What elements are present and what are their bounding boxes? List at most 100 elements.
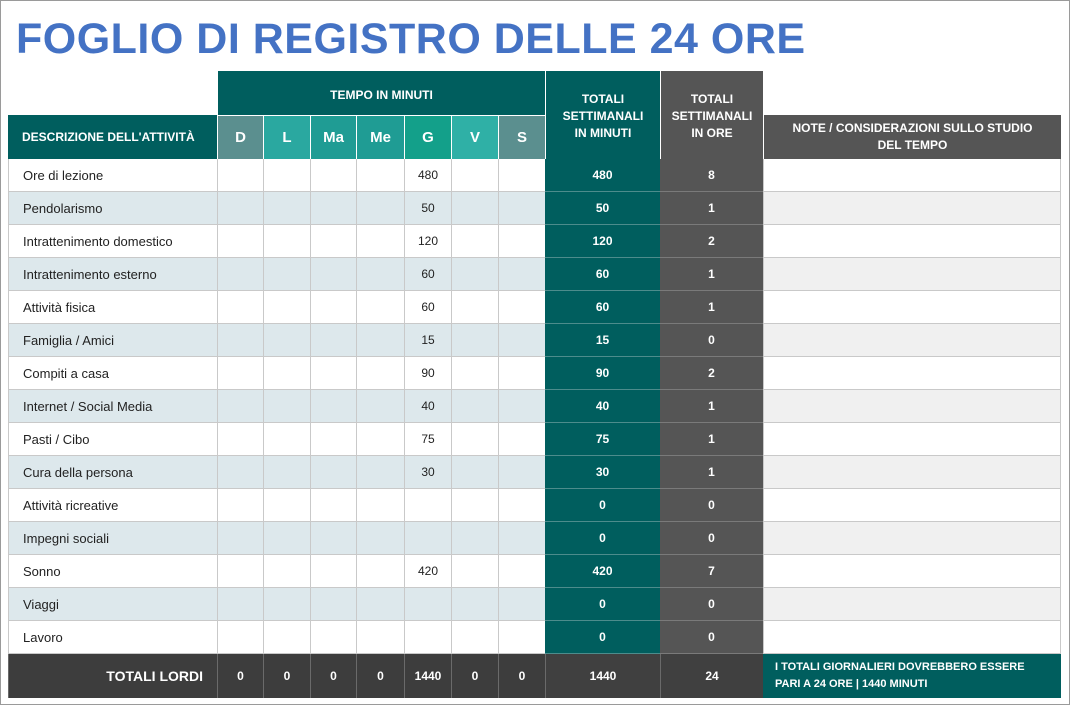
day-minutes-input[interactable] xyxy=(310,390,356,423)
day-minutes-input[interactable] xyxy=(263,159,310,192)
day-minutes-input[interactable] xyxy=(217,489,263,522)
day-minutes-input[interactable] xyxy=(404,588,451,621)
day-minutes-input[interactable] xyxy=(263,324,310,357)
day-minutes-input[interactable]: 60 xyxy=(404,258,451,291)
day-minutes-input[interactable] xyxy=(451,324,498,357)
day-minutes-input[interactable]: 480 xyxy=(404,159,451,192)
day-minutes-input[interactable] xyxy=(356,522,404,555)
day-minutes-input[interactable] xyxy=(310,357,356,390)
day-minutes-input[interactable] xyxy=(217,390,263,423)
notes-input[interactable] xyxy=(763,588,1061,621)
day-minutes-input[interactable] xyxy=(310,588,356,621)
day-minutes-input[interactable] xyxy=(451,555,498,588)
day-minutes-input[interactable] xyxy=(451,522,498,555)
day-minutes-input[interactable] xyxy=(356,621,404,654)
day-minutes-input[interactable] xyxy=(498,456,545,489)
day-minutes-input[interactable] xyxy=(310,324,356,357)
day-minutes-input[interactable] xyxy=(404,621,451,654)
day-minutes-input[interactable]: 120 xyxy=(404,225,451,258)
day-minutes-input[interactable] xyxy=(217,291,263,324)
day-minutes-input[interactable] xyxy=(451,159,498,192)
day-minutes-input[interactable] xyxy=(451,456,498,489)
day-minutes-input[interactable] xyxy=(356,456,404,489)
day-minutes-input[interactable] xyxy=(451,588,498,621)
day-minutes-input[interactable]: 40 xyxy=(404,390,451,423)
day-minutes-input[interactable]: 420 xyxy=(404,555,451,588)
notes-input[interactable] xyxy=(763,456,1061,489)
day-minutes-input[interactable] xyxy=(310,192,356,225)
notes-input[interactable] xyxy=(763,192,1061,225)
day-minutes-input[interactable] xyxy=(356,423,404,456)
day-minutes-input[interactable] xyxy=(451,423,498,456)
day-minutes-input[interactable] xyxy=(217,258,263,291)
day-minutes-input[interactable] xyxy=(263,291,310,324)
day-minutes-input[interactable] xyxy=(451,489,498,522)
day-minutes-input[interactable] xyxy=(451,357,498,390)
day-minutes-input[interactable] xyxy=(217,555,263,588)
day-minutes-input[interactable] xyxy=(310,456,356,489)
day-minutes-input[interactable] xyxy=(498,324,545,357)
day-minutes-input[interactable] xyxy=(263,390,310,423)
day-minutes-input[interactable] xyxy=(310,258,356,291)
day-minutes-input[interactable] xyxy=(451,621,498,654)
day-minutes-input[interactable] xyxy=(356,324,404,357)
day-minutes-input[interactable] xyxy=(451,192,498,225)
day-minutes-input[interactable] xyxy=(263,489,310,522)
day-minutes-input[interactable] xyxy=(498,423,545,456)
day-minutes-input[interactable] xyxy=(263,357,310,390)
day-minutes-input[interactable] xyxy=(451,258,498,291)
day-minutes-input[interactable] xyxy=(217,159,263,192)
day-minutes-input[interactable]: 90 xyxy=(404,357,451,390)
day-minutes-input[interactable] xyxy=(310,555,356,588)
day-minutes-input[interactable] xyxy=(498,588,545,621)
day-minutes-input[interactable] xyxy=(217,324,263,357)
day-minutes-input[interactable] xyxy=(263,423,310,456)
day-minutes-input[interactable] xyxy=(217,456,263,489)
day-minutes-input[interactable] xyxy=(498,522,545,555)
day-minutes-input[interactable] xyxy=(263,588,310,621)
day-minutes-input[interactable]: 75 xyxy=(404,423,451,456)
day-minutes-input[interactable] xyxy=(310,621,356,654)
notes-input[interactable] xyxy=(763,390,1061,423)
day-minutes-input[interactable]: 15 xyxy=(404,324,451,357)
day-minutes-input[interactable] xyxy=(498,258,545,291)
day-minutes-input[interactable] xyxy=(310,522,356,555)
day-minutes-input[interactable] xyxy=(356,555,404,588)
day-minutes-input[interactable] xyxy=(217,588,263,621)
notes-input[interactable] xyxy=(763,291,1061,324)
day-minutes-input[interactable] xyxy=(356,489,404,522)
day-minutes-input[interactable]: 30 xyxy=(404,456,451,489)
day-minutes-input[interactable] xyxy=(263,258,310,291)
day-minutes-input[interactable] xyxy=(498,621,545,654)
day-minutes-input[interactable] xyxy=(498,357,545,390)
notes-input[interactable] xyxy=(763,423,1061,456)
day-minutes-input[interactable] xyxy=(498,291,545,324)
day-minutes-input[interactable] xyxy=(263,192,310,225)
day-minutes-input[interactable] xyxy=(356,291,404,324)
notes-input[interactable] xyxy=(763,324,1061,357)
day-minutes-input[interactable]: 50 xyxy=(404,192,451,225)
day-minutes-input[interactable] xyxy=(217,357,263,390)
notes-input[interactable] xyxy=(763,225,1061,258)
day-minutes-input[interactable] xyxy=(263,621,310,654)
day-minutes-input[interactable] xyxy=(217,192,263,225)
day-minutes-input[interactable] xyxy=(451,390,498,423)
notes-input[interactable] xyxy=(763,522,1061,555)
day-minutes-input[interactable] xyxy=(217,522,263,555)
day-minutes-input[interactable] xyxy=(356,258,404,291)
day-minutes-input[interactable] xyxy=(498,225,545,258)
notes-input[interactable] xyxy=(763,621,1061,654)
day-minutes-input[interactable] xyxy=(217,225,263,258)
day-minutes-input[interactable] xyxy=(498,489,545,522)
day-minutes-input[interactable] xyxy=(356,390,404,423)
day-minutes-input[interactable] xyxy=(498,555,545,588)
day-minutes-input[interactable] xyxy=(451,225,498,258)
notes-input[interactable] xyxy=(763,555,1061,588)
day-minutes-input[interactable] xyxy=(217,621,263,654)
day-minutes-input[interactable] xyxy=(310,423,356,456)
day-minutes-input[interactable] xyxy=(263,522,310,555)
day-minutes-input[interactable] xyxy=(263,225,310,258)
day-minutes-input[interactable] xyxy=(310,489,356,522)
day-minutes-input[interactable] xyxy=(263,456,310,489)
notes-input[interactable] xyxy=(763,489,1061,522)
